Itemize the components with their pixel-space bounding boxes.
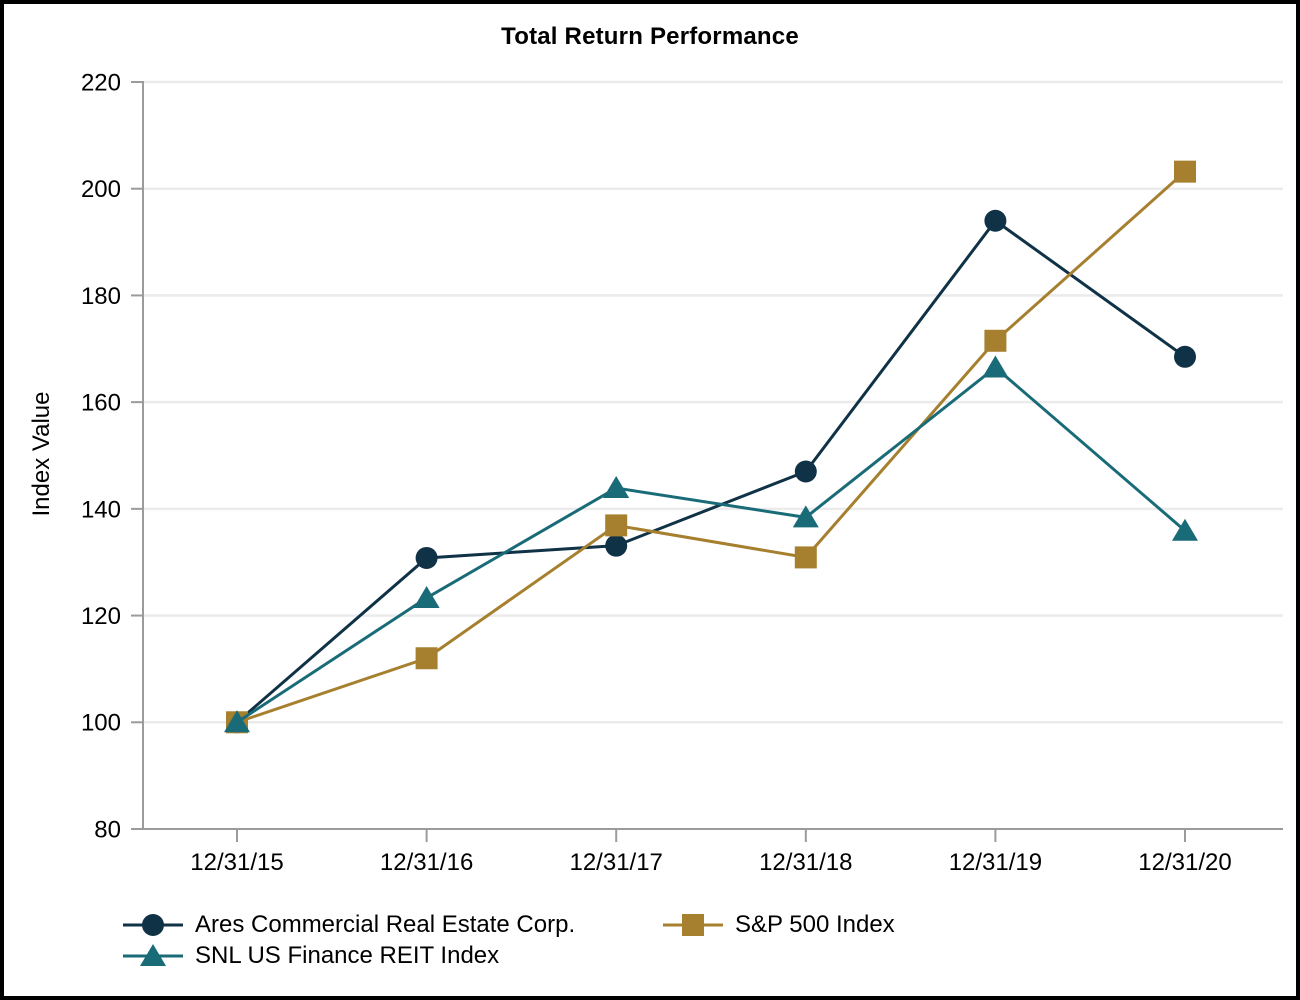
y-axis-tick-label: 220 [81,69,121,96]
y-axis-tick-label: 100 [81,710,121,737]
x-axis-tick-label: 12/31/19 [949,849,1042,876]
data-point-triangle [982,355,1009,378]
legend-item-acre: Ares Commercial Real Estate Corp. [123,910,575,940]
chart-title: Total Return Performance [501,23,799,50]
data-point-triangle [1172,518,1198,541]
data-point-square [794,546,817,569]
legend-label-sp500: S&P 500 Index [735,911,895,938]
y-axis-tick-label: 180 [81,283,121,310]
data-point-circle [605,534,628,557]
data-point-circle [984,209,1007,232]
data-point-circle [415,546,438,569]
data-point-square [1174,160,1196,183]
data-point-square [984,329,1007,352]
legend-label-acre: Ares Commercial Real Estate Corp. [195,911,576,938]
data-point-triangle [792,505,819,528]
data-point-triangle [224,710,250,733]
data-point-circle [142,914,164,936]
x-axis-tick-label: 12/31/16 [380,849,473,876]
legend-label-snl-reit: SNL US Finance REIT Index [195,942,500,969]
data-point-triangle [413,585,440,608]
data-point-triangle [140,944,166,966]
data-point-square [605,514,628,537]
series-2 [224,355,1198,733]
series-1 [226,160,1196,734]
legend-item-snl-reit: SNL US Finance REIT Index [123,941,499,971]
series-0 [226,209,1196,734]
y-axis-tick-label: 80 [94,816,121,843]
x-axis-tick-label: 12/31/15 [190,849,283,876]
y-axis-tick-label: 140 [81,496,121,523]
series-line [236,365,1186,724]
legend-circle-marker-icon [123,911,183,939]
legend: Ares Commercial Real Estate Corp. S&P 50… [123,910,1223,976]
data-point-circle [794,460,817,483]
y-axis-tick-label: 120 [81,603,121,630]
x-axis-tick-label: 12/31/18 [759,849,852,876]
y-axis-tick-label: 160 [81,390,121,417]
series-line [236,218,1186,724]
series-line [236,170,1186,724]
x-axis-tick-label: 12/31/20 [1138,849,1231,876]
y-axis-tick-label: 200 [81,176,121,203]
plot-area: 80 100 120 140 160 180 200 220 12/31/15 12/31/16 1… [81,69,1283,876]
data-point-circle [1174,345,1196,368]
data-point-square [415,647,438,670]
legend-triangle-marker-icon [123,942,183,970]
x-axis-tick-label: 12/31/17 [569,849,662,876]
legend-item-sp500: S&P 500 Index [663,910,895,940]
legend-square-marker-icon [663,911,723,939]
data-point-triangle [603,476,630,499]
data-point-square [682,914,704,936]
